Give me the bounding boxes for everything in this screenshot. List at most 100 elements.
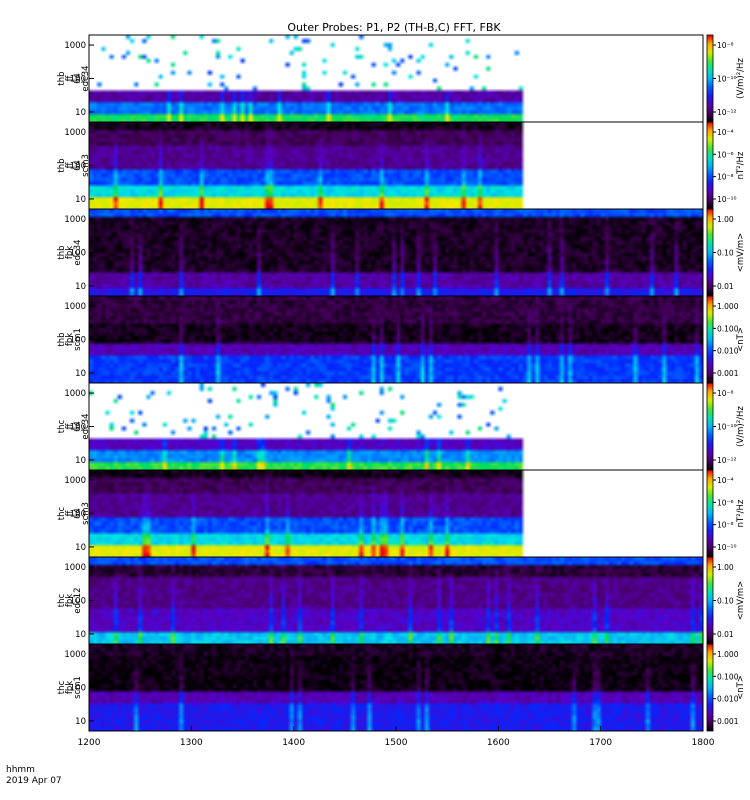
- colorbar: [706, 208, 714, 297]
- x-tick-label: 1800: [692, 738, 715, 748]
- colorbar-label: nT²/Hz: [736, 499, 746, 527]
- spectrogram-panel-8: 10 100 1000 thcfbkscm1 1.000 0.100 0.010 0.001 <…: [57, 643, 746, 732]
- colorbar: [706, 295, 714, 384]
- y-axis-label-line: ff: [65, 74, 75, 81]
- colorbar-label: <nT>: [736, 675, 746, 700]
- colorbar-tick-label: 10⁻¹⁰: [717, 543, 737, 552]
- y-tick-label: 100: [70, 597, 86, 607]
- y-axis-label-line: thb: [57, 332, 67, 346]
- colorbar-tick-label: 10⁻⁸: [717, 521, 734, 530]
- y-tick-label: 1000: [64, 128, 86, 138]
- y-axis-label-line: 64: [73, 421, 83, 432]
- y-tick-label: 1000: [64, 41, 86, 51]
- y-axis-label-line: scm3: [81, 502, 91, 525]
- spectrogram-panel-1: 10 100 1000 thbff64edc34 10⁻⁸ 10⁻¹⁰ 10⁻¹² (V/m)…: [57, 34, 746, 123]
- spectrogram-panel-3: 10 100 1000 thbfbkedc34 1.00 0.10 0.01 <mV/m>: [57, 208, 746, 297]
- y-axis-label-line: thb: [57, 158, 67, 172]
- colorbar-tick-label: 10⁻¹⁰: [717, 75, 737, 84]
- colorbar-tick-label: 0.100: [717, 324, 739, 333]
- time-axis: 1200 1300 1400 1500 1600 1700 1800: [78, 726, 715, 748]
- y-axis-label-line: fbk: [65, 333, 75, 346]
- y-axis-label: thbfbkedc34: [57, 239, 83, 265]
- y-axis-label-line: ff: [65, 422, 75, 429]
- colorbar-label: <nT>: [736, 327, 746, 352]
- colorbar-tick-label: 10⁻⁸: [717, 41, 734, 50]
- y-axis-label: thcff64edc34: [57, 413, 91, 439]
- colorbar: [706, 382, 714, 471]
- y-axis-label-line: ff: [65, 161, 75, 168]
- colorbar-tick-label: 0.10: [717, 597, 734, 606]
- y-tick-label: 1000: [64, 476, 86, 486]
- y-tick-label: 10: [75, 108, 86, 118]
- y-tick-label: 10: [75, 543, 86, 553]
- colorbar-tick-label: 10⁻¹²: [717, 456, 737, 465]
- y-tick-label: 100: [70, 510, 86, 520]
- x-tick-label: 1700: [589, 738, 612, 748]
- spectrogram-image: [89, 296, 703, 383]
- colorbar: [706, 34, 714, 123]
- y-tick-label: 10: [75, 282, 86, 292]
- y-tick-label: 100: [70, 684, 86, 694]
- spectrogram-panel-6: 10 100 1000 thcff64scm3 10⁻⁴ 10⁻⁶ 10⁻⁸ 10⁻¹⁰ nT²…: [57, 469, 746, 558]
- colorbar-tick-label: 10⁻¹⁰: [717, 195, 737, 204]
- colorbar-tick-label: 10⁻⁸: [717, 389, 734, 398]
- y-axis-label-line: scm1: [73, 328, 83, 351]
- colorbar-label: (V/m)²/Hz: [736, 406, 746, 447]
- spectrogram-image: [89, 122, 703, 209]
- y-axis-label-line: edc34: [81, 413, 91, 439]
- spectrogram-image: [89, 383, 703, 470]
- colorbar-tick-label: 10⁻¹⁰: [717, 423, 737, 432]
- x-tick-label: 1600: [487, 738, 510, 748]
- spectrogram-panel-7: 10 100 1000 thcfbkedc12 1.00 0.10 0.01 <mV/m>: [57, 556, 746, 645]
- colorbar: [706, 643, 714, 732]
- y-tick-label: 10: [75, 369, 86, 379]
- y-axis-label-line: 64: [73, 508, 83, 519]
- colorbar-label: <mV/m>: [736, 581, 746, 620]
- colorbar-tick-label: 10⁻⁸: [717, 173, 734, 182]
- y-axis-label-line: 64: [73, 73, 83, 84]
- y-tick-label: 100: [70, 249, 86, 259]
- y-tick-label: 100: [70, 162, 86, 172]
- colorbar-tick-label: 10⁻⁶: [717, 498, 734, 507]
- y-axis-label-line: thc: [57, 680, 67, 694]
- colorbar-tick-label: 1.000: [717, 650, 739, 659]
- colorbar-tick-label: 1.00: [717, 563, 734, 572]
- spectrogram-panel-5: 10 100 1000 thcff64edc34 10⁻⁸ 10⁻¹⁰ 10⁻¹² (V/m)…: [57, 382, 746, 471]
- colorbar-tick-label: 0.10: [717, 249, 734, 258]
- x-tick-label: 1200: [78, 738, 101, 748]
- x-tick-label: 1300: [180, 738, 203, 748]
- y-axis-label-line: fbk: [65, 594, 75, 607]
- spectrogram-image: [89, 209, 703, 296]
- colorbar-tick-label: 1.00: [717, 215, 734, 224]
- y-axis-label: thcff64scm3: [57, 502, 91, 525]
- y-tick-label: 10: [75, 717, 86, 727]
- date-label: 2019 Apr 07: [6, 776, 62, 786]
- y-axis-label-line: scm3: [81, 154, 91, 177]
- y-tick-label: 1000: [64, 302, 86, 312]
- figure-title: Outer Probes: P1, P2 (TH-B,C) FFT, FBK: [287, 21, 501, 34]
- spectrogram-image: [89, 644, 703, 731]
- y-axis-label-line: fbk: [65, 246, 75, 259]
- y-axis-label-line: thc: [57, 506, 67, 520]
- y-axis-label-line: 64: [73, 160, 83, 171]
- x-tick-label: 1500: [385, 738, 408, 748]
- spectrogram-panel-4: 10 100 1000 thbfbkscm1 1.000 0.100 0.010 0.001 <…: [57, 295, 746, 384]
- colorbar-label: (V/m)²/Hz: [736, 58, 746, 99]
- y-axis-label-line: thb: [57, 71, 67, 85]
- y-axis-label-line: edc34: [81, 65, 91, 91]
- colorbar-tick-label: 0.010: [717, 695, 739, 704]
- colorbar-tick-label: 0.001: [717, 369, 739, 378]
- colorbar-tick-label: 0.01: [717, 630, 734, 639]
- panels: 101001000thbff64edc3410⁻⁸10⁻¹⁰10⁻¹²(V/m)…: [57, 34, 746, 732]
- spectrogram-image: [89, 470, 703, 557]
- y-axis-label: thcfbkscm1: [57, 676, 83, 699]
- y-axis-label-line: edc34: [73, 239, 83, 265]
- y-axis-label-line: scm1: [73, 676, 83, 699]
- y-axis-label-line: thc: [57, 419, 67, 433]
- colorbar-tick-label: 0.001: [717, 717, 739, 726]
- spectrogram-panel-2: 10 100 1000 thbff64scm3 10⁻⁴ 10⁻⁶ 10⁻⁸ 10⁻¹⁰ nT²…: [57, 121, 746, 210]
- time-units-label: hhmm: [6, 765, 35, 775]
- colorbar-tick-label: 0.010: [717, 347, 739, 356]
- y-axis-label: thbfbkscm1: [57, 328, 83, 351]
